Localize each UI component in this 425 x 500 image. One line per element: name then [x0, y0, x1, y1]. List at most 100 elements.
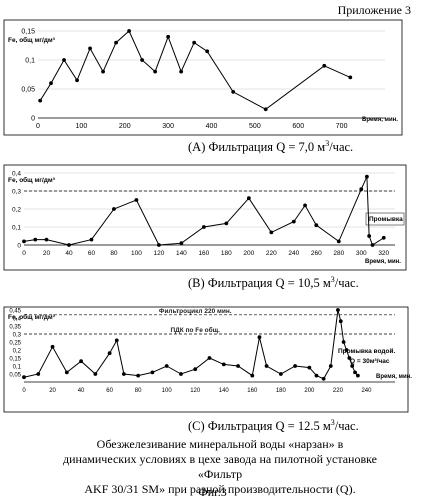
chart-b-data-point — [112, 207, 116, 211]
chart-c-xtick-label: 220 — [333, 388, 344, 394]
chart-b-data-point — [367, 234, 372, 238]
figure-description-line-1: Обезжелезивание минеральной воды «нарзан… — [96, 437, 344, 451]
chart-c-xlabel: Время, мин. — [376, 374, 412, 380]
chart-c-xtick-label: 100 — [162, 388, 173, 394]
chart-b-xtick-label: 160 — [198, 250, 209, 257]
chart-c-data-point — [293, 364, 298, 368]
chart-a-xtick-label: 500 — [249, 123, 261, 130]
chart-b-xtick-label: 300 — [356, 250, 367, 257]
chart-b-xtick-label: 180 — [221, 250, 232, 257]
chart-c-data-point — [336, 308, 340, 312]
chart-a-caption-sup: 3 — [325, 139, 330, 148]
chart-b-caption-q: Q = 10,5 м — [275, 276, 331, 291]
chart-c-ytick-label: 0,15 — [9, 357, 21, 363]
chart-c-data-point — [236, 364, 240, 368]
chart-b-xtick-label: 20 — [43, 250, 51, 257]
chart-b-data-point — [291, 219, 296, 224]
chart-c-data-point — [107, 351, 112, 356]
chart-b-xtick-label: 200 — [243, 250, 254, 257]
chart-c-xtick-label: 160 — [247, 388, 258, 394]
chart-a-xtick-label: 200 — [119, 123, 131, 130]
chart-b-data-point — [336, 239, 341, 244]
chart-c-xtick-label: 240 — [361, 388, 372, 394]
chart-c-data-point — [338, 319, 343, 324]
chart-b-annotation-rinse: Промывка — [369, 216, 403, 223]
chart-c-data-point — [150, 370, 155, 375]
chart-a-caption-letter: (A) — [188, 140, 206, 155]
chart-b-xtick-label: 220 — [266, 250, 277, 257]
chart-a-xlabel: Время, мин. — [362, 117, 398, 123]
chart-c-xtick-label: 140 — [219, 388, 230, 394]
chart-b-data-point — [44, 237, 49, 242]
chart-b-caption: (B) Фильтрация Q = 10,5 м3/час. — [188, 275, 359, 291]
chart-c-data-point — [257, 335, 262, 340]
chart-c-data-point — [314, 373, 319, 378]
chart-a-data-point — [322, 63, 327, 68]
chart-c-data-point — [278, 372, 283, 376]
chart-c-data-point — [22, 375, 26, 380]
chart-c-data-point — [250, 373, 255, 378]
chart-b-data-point — [22, 239, 26, 244]
chart-a-ytick-label: 0 — [31, 116, 35, 123]
chart-c-data-point — [264, 364, 269, 368]
chart-b-caption-text: Фильтрация — [207, 276, 273, 291]
chart-c-xtick-label: 120 — [190, 388, 201, 394]
chart-c-annotation-rinse: Промывка водой. — [338, 347, 395, 355]
appendix-label: Приложение 3 — [337, 3, 411, 17]
chart-c-data-point — [328, 364, 333, 368]
chart-a-caption-q: Q = 7,0 м — [276, 140, 326, 155]
chart-c-ytick-label: 0,45 — [9, 309, 21, 315]
chart-b-data-point — [246, 196, 251, 201]
chart-c-ytick-label: 0,3 — [13, 333, 22, 339]
chart-a-data-point — [153, 69, 158, 74]
chart-c-frame — [3, 306, 409, 413]
chart-c-data-point — [193, 367, 198, 372]
chart-c-xtick-label: 40 — [78, 388, 85, 394]
chart-b-data-point — [67, 243, 71, 247]
chart-c-data-point — [93, 372, 98, 376]
chart-c-data-point — [321, 376, 326, 381]
chart-b-data-point — [364, 174, 369, 179]
chart-b-xtick-label: 0 — [22, 250, 26, 257]
chart-b: Fe, общ мг/дм³ Время, мин. 0 0,1 0,2 0,3 0,4… — [3, 164, 407, 271]
chart-c-data-point — [179, 372, 183, 376]
chart-a-data-point — [101, 69, 105, 74]
chart-b-caption-letter: (B) — [188, 276, 205, 291]
chart-c-data-point — [114, 338, 119, 343]
chart-a-xtick-label: 100 — [76, 123, 88, 130]
chart-b-xtick-label: 80 — [110, 250, 118, 257]
chart-b-ytick-label: 0,2 — [12, 207, 21, 214]
chart-a-data-point — [49, 81, 53, 86]
chart-a-data-point — [140, 58, 145, 62]
chart-b-data-point — [89, 237, 94, 242]
chart-c-ytick-label: 0,25 — [9, 341, 21, 347]
chart-a-data-point — [62, 58, 66, 62]
chart-b-caption-unit: /час. — [334, 276, 359, 291]
chart-b-xtick-label: 320 — [378, 250, 389, 257]
chart-c-ytick-label: 0,05 — [9, 373, 21, 379]
chart-c-data-point — [347, 356, 352, 360]
chart-b-data-point — [134, 198, 139, 202]
chart-c-data-point — [79, 359, 83, 364]
chart-b-data-point — [157, 243, 161, 247]
chart-c-caption-sup: 3 — [330, 418, 335, 427]
chart-c-data-point — [50, 344, 55, 349]
chart-b-data-point — [201, 225, 206, 229]
chart-c-data-point — [221, 362, 226, 367]
chart-c-data-point — [341, 340, 346, 344]
chart-b-data-point — [359, 187, 364, 192]
chart-a-data-point — [192, 40, 197, 45]
chart-b-xtick-label: 60 — [88, 250, 96, 257]
chart-a-ylabel-1: Fe, общ мг/дм³ — [8, 36, 56, 44]
chart-c-xtick-label: 20 — [49, 388, 56, 394]
chart-b-xtick-label: 40 — [65, 250, 73, 257]
chart-b-frame — [3, 164, 407, 271]
chart-a-xtick-label: 400 — [206, 123, 218, 130]
chart-b-xtick-label: 280 — [333, 250, 344, 257]
chart-b-annotation-box — [365, 212, 405, 226]
chart-c-xtick-label: 80 — [135, 388, 142, 394]
chart-c-ytick-label: 0,1 — [13, 365, 22, 371]
chart-a-caption: (A) Фильтрация Q = 7,0 м3/час. — [188, 139, 353, 155]
chart-c-data-point — [307, 365, 312, 370]
chart-b-ylabel: Fe, общ мг/дм³ — [8, 176, 56, 184]
